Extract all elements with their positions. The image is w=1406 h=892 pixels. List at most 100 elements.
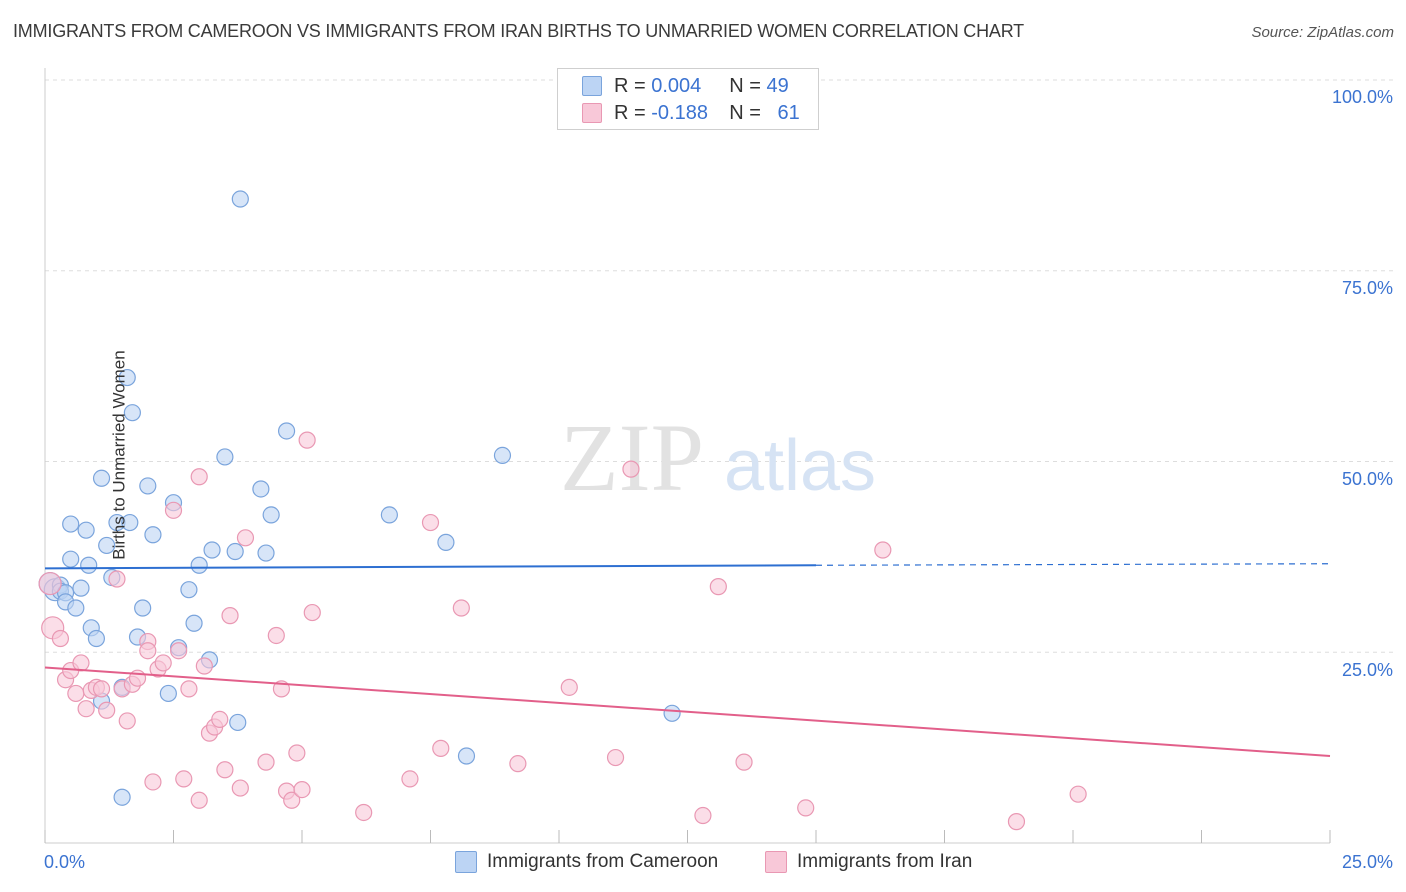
point-cameroon — [216, 448, 234, 466]
point-iran — [560, 678, 578, 696]
point-iran — [216, 761, 234, 779]
trend-lines — [44, 563, 1331, 758]
point-iran — [38, 571, 62, 596]
axes — [44, 68, 1331, 844]
point-iran — [267, 626, 285, 645]
point-iran — [257, 753, 275, 771]
point-iran — [139, 642, 157, 660]
legend-swatch-iran — [582, 103, 602, 123]
bottom-legend-cameroon: Immigrants from Cameroon — [455, 851, 718, 873]
series-iran-points — [38, 431, 1087, 831]
point-cameroon — [62, 515, 80, 533]
point-iran — [77, 700, 95, 718]
point-iran — [170, 642, 188, 660]
point-cameroon — [159, 684, 177, 703]
trend-line-iran — [44, 666, 1331, 758]
point-cameroon — [72, 579, 90, 597]
point-iran — [154, 654, 172, 672]
point-cameroon — [437, 533, 455, 551]
legend-r-value: 0.004 — [651, 74, 702, 97]
y-tick-label-25: 25.0% — [1341, 660, 1393, 680]
point-cameroon — [229, 713, 247, 732]
point-cameroon — [139, 477, 157, 495]
point-cameroon — [113, 788, 131, 806]
point-iran — [303, 603, 321, 622]
point-iran — [144, 773, 162, 791]
legend-r-label: R = — [614, 74, 652, 97]
point-iran — [1069, 785, 1087, 803]
point-iran — [236, 529, 255, 547]
trend-line-cameroon-extension — [815, 563, 1331, 566]
point-cameroon — [67, 599, 85, 617]
point-cameroon — [457, 747, 476, 765]
point-iran — [288, 744, 306, 762]
watermark-zip: ZIP — [560, 404, 704, 511]
legend-swatch-cameroon — [582, 76, 602, 96]
point-iran — [874, 541, 892, 559]
point-iran — [622, 460, 640, 478]
legend-n-value: 49 — [766, 74, 789, 97]
legend-r-label: R = — [614, 101, 652, 124]
source-credit: Source: ZipAtlas.com — [1251, 24, 1394, 41]
point-cameroon — [121, 513, 139, 532]
y-tick-label-75: 75.0% — [1341, 278, 1393, 298]
point-cameroon — [190, 556, 208, 574]
point-iran — [190, 791, 208, 809]
point-cameroon — [231, 190, 249, 208]
bottom-legend-swatch-cameroon — [455, 851, 477, 873]
point-iran — [72, 654, 90, 672]
legend-n-value: 61 — [777, 101, 800, 124]
point-iran — [118, 712, 136, 730]
point-iran — [1007, 813, 1026, 831]
point-cameroon — [262, 506, 280, 524]
watermark-atlas: atlas — [724, 426, 876, 506]
point-iran — [164, 501, 183, 519]
point-cameroon — [257, 544, 275, 562]
bottom-legend-label-iran: Immigrants from Iran — [797, 851, 973, 872]
x-tick-label-0: 0.0% — [44, 852, 86, 872]
point-iran — [195, 657, 213, 675]
point-iran — [293, 780, 311, 799]
point-cameroon — [226, 542, 244, 561]
point-iran — [735, 753, 753, 771]
point-iran — [180, 680, 198, 698]
point-iran — [432, 739, 450, 757]
legend-n-label: N = — [729, 74, 767, 97]
point-iran — [51, 629, 70, 648]
point-iran — [694, 806, 712, 825]
x-tick-label-25: 25.0% — [1341, 852, 1393, 872]
point-iran — [355, 803, 373, 822]
point-iran — [211, 710, 229, 728]
point-iran — [175, 770, 193, 788]
point-cameroon — [663, 704, 681, 722]
point-iran — [190, 468, 208, 486]
point-cameroon — [252, 480, 270, 498]
point-iran — [452, 599, 470, 617]
point-iran — [98, 701, 116, 719]
chart-title: IMMIGRANTS FROM CAMEROON VS IMMIGRANTS F… — [13, 21, 1024, 41]
bottom-legend-label-cameroon: Immigrants from Cameroon — [487, 851, 719, 872]
point-cameroon — [118, 368, 136, 387]
point-iran — [298, 431, 316, 449]
point-iran — [421, 513, 440, 532]
point-cameroon — [98, 536, 116, 555]
stats-legend: R = 0.004 N = 49 R = -0.188 N = 61 — [557, 68, 819, 130]
point-iran — [401, 770, 419, 788]
point-cameroon — [77, 521, 95, 539]
legend-n-label: N = — [729, 101, 767, 124]
point-cameroon — [134, 599, 152, 617]
point-iran — [606, 748, 625, 767]
y-tick-label-50: 50.0% — [1341, 469, 1393, 489]
point-iran — [92, 680, 111, 698]
point-cameroon — [203, 541, 221, 559]
point-cameroon — [277, 422, 296, 440]
legend-row-cameroon: R = 0.004 N = 49 — [582, 74, 789, 98]
point-iran — [67, 684, 85, 703]
point-iran — [283, 791, 301, 809]
bottom-legend-swatch-iran — [765, 851, 787, 873]
y-tick-label-100: 100.0% — [1331, 87, 1393, 107]
legend-row-iran: R = -0.188 N = 61 — [582, 101, 800, 125]
bottom-legend-iran: Immigrants from Iran — [765, 851, 972, 873]
point-iran — [709, 578, 727, 596]
